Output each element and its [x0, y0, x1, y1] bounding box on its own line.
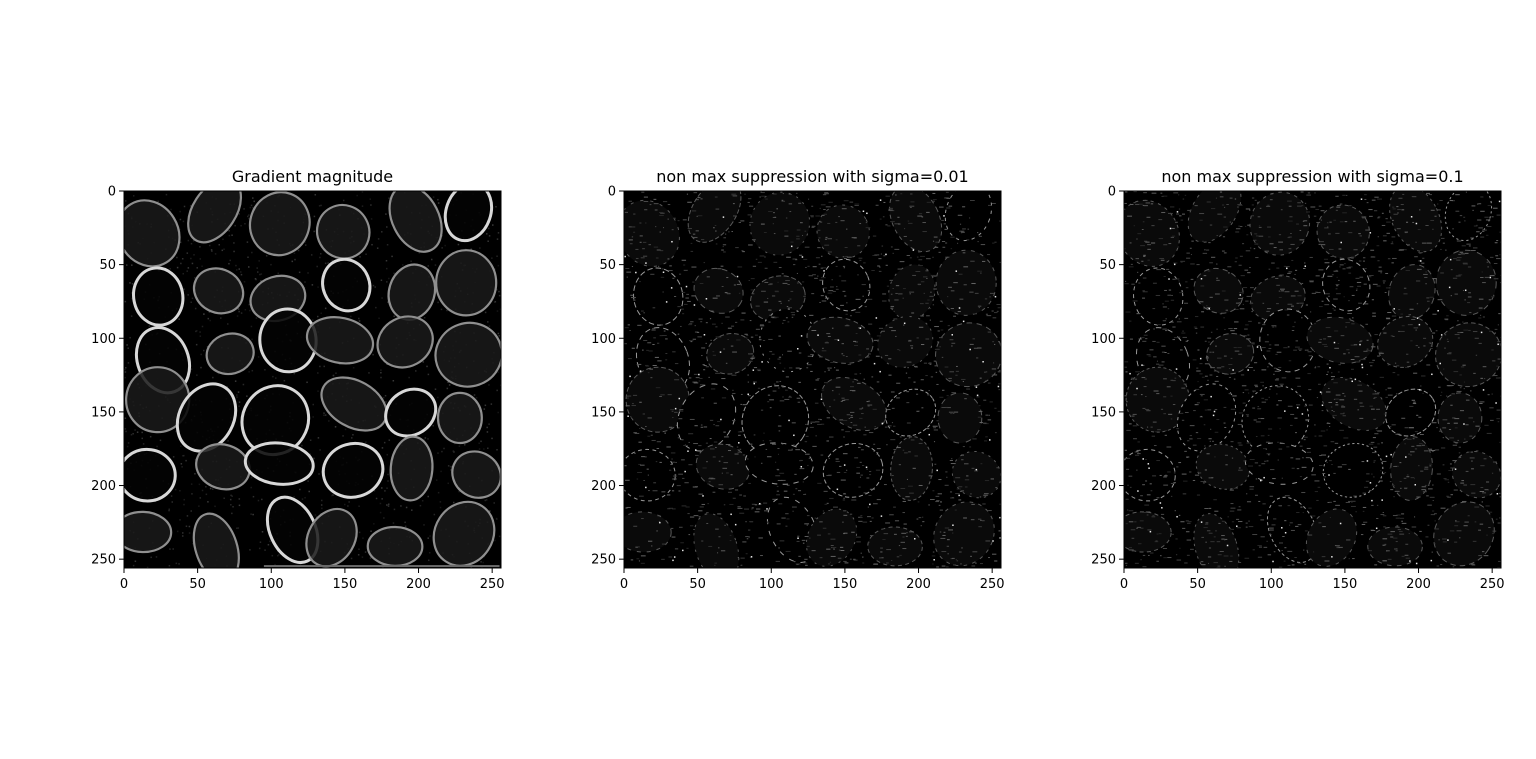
y-tick-label: 250: [1091, 553, 1116, 568]
y-tick-label: 200: [591, 479, 616, 494]
image-panel-3: non max suppression with sigma=0.1 0 50 100…: [1091, 167, 1505, 592]
y-tick-label: 150: [91, 405, 116, 420]
x-tick-label: 0: [1120, 577, 1128, 592]
x-tick-label: 200: [406, 577, 431, 592]
y-tick-label: 0: [608, 185, 616, 200]
x-tick-label: 150: [1332, 577, 1357, 592]
panel-title: non max suppression with sigma=0.01: [656, 167, 968, 186]
y-tick-label: 200: [1091, 479, 1116, 494]
x-tick-label: 150: [332, 577, 357, 592]
y-tick-label: 50: [1099, 258, 1116, 273]
y-tick-label: 150: [591, 405, 616, 420]
y-tick-label: 200: [91, 479, 116, 494]
axes-frame: [123, 190, 502, 569]
y-tick-label: 250: [91, 553, 116, 568]
image-panel-1: Gradient magnitude 0 50 100 150 200 250 0 50 100 1…: [91, 167, 505, 592]
axes-frame: [1123, 190, 1502, 569]
y-tick-label: 50: [599, 258, 616, 273]
image-content: [1124, 191, 1501, 568]
y-tick-label: 50: [99, 258, 116, 273]
x-tick-label: 50: [689, 577, 706, 592]
y-tick-label: 100: [1091, 332, 1116, 347]
x-tick-label: 250: [1480, 577, 1505, 592]
y-tick-label: 100: [591, 332, 616, 347]
y-tick-label: 0: [1108, 185, 1116, 200]
x-tick-label: 250: [480, 577, 505, 592]
x-tick-label: 100: [259, 577, 284, 592]
x-tick-label: 250: [980, 577, 1005, 592]
panel-title: non max suppression with sigma=0.1: [1161, 167, 1463, 186]
x-tick-label: 0: [620, 577, 628, 592]
image-content: [124, 191, 501, 568]
image-content: [624, 191, 1001, 568]
x-tick-label: 150: [832, 577, 857, 592]
x-tick-label: 100: [1259, 577, 1284, 592]
image-panel-2: non max suppression with sigma=0.01 0 50 10…: [591, 167, 1005, 592]
x-tick-label: 0: [120, 577, 128, 592]
axes-frame: [623, 190, 1002, 569]
y-tick-label: 250: [591, 553, 616, 568]
panel-title: Gradient magnitude: [232, 167, 393, 186]
x-tick-label: 200: [906, 577, 931, 592]
y-tick-label: 150: [1091, 405, 1116, 420]
x-tick-label: 50: [1189, 577, 1206, 592]
x-tick-label: 100: [759, 577, 784, 592]
x-tick-label: 200: [1406, 577, 1431, 592]
y-tick-label: 100: [91, 332, 116, 347]
x-tick-label: 50: [189, 577, 206, 592]
y-tick-label: 0: [108, 185, 116, 200]
